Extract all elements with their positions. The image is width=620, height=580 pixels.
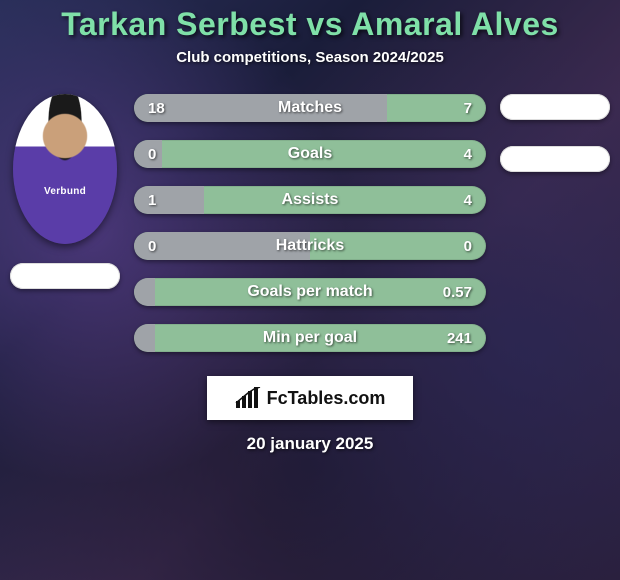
- date-text: 20 january 2025: [0, 434, 620, 454]
- stat-value-right: 241: [442, 330, 472, 347]
- player-right-name-oval-1: [500, 94, 610, 120]
- fctables-logo-icon: [235, 387, 261, 409]
- stat-value-right: 7: [442, 100, 472, 117]
- stat-label: Hattricks: [134, 237, 486, 255]
- stat-value-right: 0: [442, 238, 472, 255]
- page-title: Tarkan Serbest vs Amaral Alves: [0, 6, 620, 43]
- player-left-avatar-art: [13, 94, 117, 244]
- subtitle: Club competitions, Season 2024/2025: [0, 49, 620, 66]
- stat-label: Min per goal: [134, 329, 486, 347]
- player-right: [500, 94, 610, 172]
- player-left-jersey-text: Verbund: [44, 186, 86, 197]
- stat-value-right: 4: [442, 146, 472, 163]
- stat-row: 0Hattricks0: [134, 232, 486, 260]
- stat-row: Goals per match0.57: [134, 278, 486, 306]
- content: Tarkan Serbest vs Amaral Alves Club comp…: [0, 0, 620, 580]
- stat-label: Goals: [134, 145, 486, 163]
- stat-row: Min per goal241: [134, 324, 486, 352]
- branding-badge: FcTables.com: [207, 376, 413, 420]
- stat-row: 0Goals4: [134, 140, 486, 168]
- player-right-name-oval-2: [500, 146, 610, 172]
- stat-row: 18Matches7: [134, 94, 486, 122]
- stat-value-right: 0.57: [442, 284, 472, 301]
- stat-bars: 18Matches70Goals41Assists40Hattricks0Goa…: [134, 94, 486, 352]
- branding-text: FcTables.com: [267, 388, 386, 409]
- stat-value-right: 4: [442, 192, 472, 209]
- comparison-layout: Verbund 18Matches70Goals41Assists40Hattr…: [0, 94, 620, 352]
- player-left-name-oval: [10, 263, 120, 289]
- stat-label: Matches: [134, 99, 486, 117]
- stat-label: Goals per match: [134, 283, 486, 301]
- player-left: Verbund: [10, 94, 120, 289]
- player-left-avatar: [13, 94, 117, 244]
- stat-label: Assists: [134, 191, 486, 209]
- stat-row: 1Assists4: [134, 186, 486, 214]
